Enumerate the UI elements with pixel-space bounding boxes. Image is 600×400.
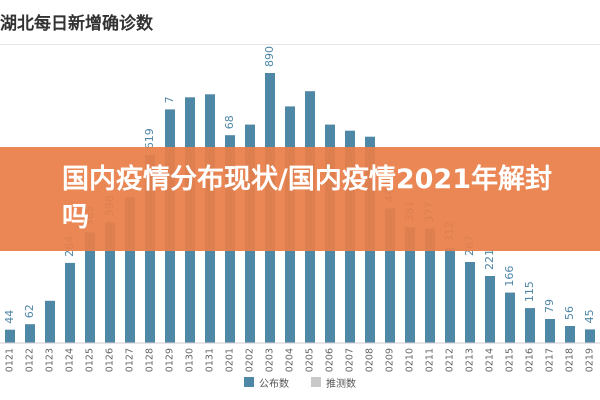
bar-0125[interactable] [85, 232, 95, 343]
legend-label-estimated: 推测数 [326, 378, 356, 390]
bar-0123[interactable] [45, 300, 55, 343]
data-label-0122: 62 [23, 304, 36, 318]
data-label-0121: 44 [3, 310, 16, 324]
x-tick-0207: 0207 [345, 348, 356, 372]
data-label-0128: 619 [143, 128, 156, 149]
page-title: 湖北每日新增确诊数 [0, 14, 153, 34]
data-label-0203: 890 [263, 46, 276, 67]
bar-0215[interactable] [505, 292, 515, 343]
bar-0209[interactable] [385, 208, 395, 343]
bar-0211[interactable] [425, 228, 435, 343]
x-tick-0208: 0208 [365, 348, 376, 372]
x-tick-0212: 0212 [445, 348, 456, 372]
legend-label-published: 公布数 [259, 378, 289, 390]
x-tick-0131: 0131 [205, 348, 216, 372]
legend: 公布数 推测数 [0, 372, 600, 392]
x-tick-0121: 0121 [5, 348, 16, 372]
x-tick-0211: 0211 [425, 348, 436, 372]
x-tick-0213: 0213 [465, 348, 476, 372]
bar-0122[interactable] [25, 324, 35, 343]
bar-0124[interactable] [65, 262, 75, 343]
x-tick-0205: 0205 [305, 348, 316, 372]
legend-swatch-estimated [311, 377, 321, 387]
data-label-0214: 221 [483, 249, 496, 270]
x-tick-0123: 0123 [45, 348, 56, 372]
x-tick-0202: 0202 [245, 348, 256, 372]
x-tick-0214: 0214 [485, 348, 496, 372]
x-tick-0217: 0217 [545, 348, 556, 372]
x-tick-0128: 0128 [145, 348, 156, 372]
overlay-banner: 国内疫情分布现状/国内疫情2021年解封吗 [0, 147, 600, 251]
bar-0214[interactable] [485, 276, 495, 343]
x-tick-0204: 0204 [285, 348, 296, 372]
x-tick-0206: 0206 [325, 348, 336, 372]
x-tick-0122: 0122 [25, 348, 36, 372]
bar-0218[interactable] [565, 326, 575, 343]
bar-0127[interactable] [125, 197, 135, 343]
legend-item-estimated[interactable]: 推测数 [311, 375, 356, 390]
title-divider [0, 44, 600, 45]
bar-0213[interactable] [465, 262, 475, 343]
x-tick-0201: 0201 [225, 348, 236, 372]
x-tick-0130: 0130 [185, 348, 196, 372]
bar-0216[interactable] [525, 308, 535, 343]
data-label-0215: 166 [503, 266, 516, 287]
x-tick-0219: 0219 [585, 348, 596, 372]
x-tick-0124: 0124 [65, 348, 76, 372]
bar-0121[interactable] [5, 329, 15, 343]
x-tick-0210: 0210 [405, 348, 416, 372]
bar-0210[interactable] [405, 227, 415, 343]
data-label-0219: 45 [583, 309, 596, 323]
data-label-0129: 7 [163, 96, 176, 103]
banner-headline: 国内疫情分布现状/国内疫情2021年解封吗 [62, 164, 553, 233]
x-tick-0127: 0127 [125, 348, 136, 372]
x-tick-0215: 0215 [505, 348, 516, 372]
x-tick-0125: 0125 [85, 348, 96, 372]
x-tick-0209: 0209 [385, 348, 396, 372]
bar-0219[interactable] [585, 329, 595, 344]
legend-swatch-published [244, 377, 254, 387]
legend-item-published[interactable]: 公布数 [244, 375, 289, 390]
data-label-0201: 68 [223, 115, 236, 129]
x-tick-0216: 0216 [525, 348, 536, 372]
data-label-0217: 79 [543, 299, 556, 313]
x-tick-0203: 0203 [265, 348, 276, 372]
data-label-0218: 56 [563, 306, 576, 320]
bar-0217[interactable] [545, 319, 555, 343]
x-tick-0218: 0218 [565, 348, 576, 372]
x-tick-0126: 0126 [105, 348, 116, 372]
bar-0126[interactable] [105, 222, 115, 343]
data-label-0216: 115 [523, 281, 536, 302]
x-tick-labels-layer: 0121 0122 0123 0124 0125 0126 0127 0128 0129 0130… [5, 348, 596, 372]
bar-0212[interactable] [445, 248, 455, 343]
x-tick-0129: 0129 [165, 348, 176, 372]
